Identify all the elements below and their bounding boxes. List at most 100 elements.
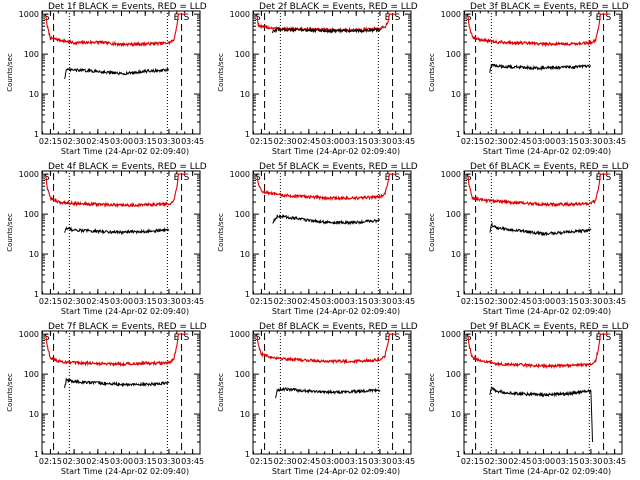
y-tick-label: 10 (451, 250, 461, 259)
y-tick-label: 1 (245, 130, 250, 139)
y-tick-label: 10 (29, 90, 39, 99)
chart-title: Det 1f BLACK = Events, RED = LLD (48, 2, 207, 12)
y-tick-label: 1 (34, 290, 39, 299)
marker-s-label: S (184, 333, 190, 343)
marker-s-label: S (606, 13, 612, 23)
y-tick-label: 1000 (19, 10, 39, 19)
lld-series-line (467, 173, 607, 208)
y-tick-label: 10 (240, 90, 250, 99)
chart-panel-9: Det 9f BLACK = Events, RED = LLD Counts/s… (428, 322, 629, 476)
marker-s-label: S (255, 13, 261, 23)
x-axis-label: Start Time (24-Apr-02 02:09:40) (272, 307, 400, 316)
y-tick-label: 1000 (441, 170, 461, 179)
y-axis-label: Counts/sec (428, 373, 436, 412)
x-tick-label: 03:45 (392, 137, 415, 146)
chart-panel-2: Det 2f BLACK = Events, RED = LLD Counts/s… (217, 2, 418, 156)
chart-panel-8: Det 8f BLACK = Events, RED = LLD Counts/s… (217, 322, 418, 476)
y-axis-label: Counts/sec (6, 373, 14, 412)
chart-panel-7: Det 7f BLACK = Events, RED = LLD Counts/s… (6, 322, 207, 476)
y-tick-label: 100 (24, 370, 39, 379)
events-series-line (64, 377, 170, 389)
x-tick-label: 02:30 (274, 137, 297, 146)
x-tick-label: 02:45 (508, 137, 531, 146)
x-tick-label: 03:15 (134, 137, 157, 146)
y-tick-label: 1000 (441, 10, 461, 19)
y-tick-label: 10 (451, 90, 461, 99)
x-tick-label: 02:45 (297, 457, 320, 466)
events-series-line (64, 67, 169, 80)
lld-series-line (467, 333, 607, 370)
y-tick-label: 100 (446, 210, 461, 219)
x-tick-label: 02:45 (86, 297, 109, 306)
events-series-line (489, 386, 593, 443)
x-tick-label: 02:15 (250, 297, 273, 306)
marker-e-label: E (596, 173, 602, 183)
marker-s-label: S (606, 173, 612, 183)
events-series-line (275, 386, 381, 399)
lld-series-line (45, 333, 185, 368)
y-tick-label: 1000 (441, 330, 461, 339)
y-tick-label: 1 (245, 450, 250, 459)
chart-title: Det 5f BLACK = Events, RED = LLD (259, 162, 418, 172)
marker-s-label: S (255, 173, 261, 183)
x-tick-label: 03:15 (345, 297, 368, 306)
x-tick-label: 02:15 (39, 457, 62, 466)
x-tick-label: 03:30 (368, 297, 391, 306)
marker-s-label: S (395, 13, 401, 23)
chart-title: Det 6f BLACK = Events, RED = LLD (470, 162, 629, 172)
x-tick-label: 03:15 (134, 457, 157, 466)
plot-frame (41, 10, 201, 135)
y-axis-label: Counts/sec (217, 373, 225, 412)
x-axis-label: Start Time (24-Apr-02 02:09:40) (61, 307, 189, 316)
marker-s-label: S (44, 13, 50, 23)
events-series-line (272, 27, 381, 34)
chart-panel-1: Det 1f BLACK = Events, RED = LLD Counts/s… (6, 2, 207, 156)
marker-s-label: S (184, 173, 190, 183)
x-tick-label: 03:30 (157, 137, 180, 146)
marker-e-label: E (385, 333, 391, 343)
chart-title: Det 2f BLACK = Events, RED = LLD (259, 2, 418, 12)
y-tick-label: 10 (29, 410, 39, 419)
marker-s-label: S (184, 13, 190, 23)
events-series-line (489, 63, 592, 73)
marker-s-label: S (395, 333, 401, 343)
x-tick-label: 02:15 (250, 137, 273, 146)
x-tick-label: 03:45 (392, 457, 415, 466)
chart-panel-3: Det 3f BLACK = Events, RED = LLD Counts/s… (428, 2, 629, 156)
marker-s-label: S (44, 333, 50, 343)
plot-frame (463, 170, 623, 295)
chart-title: Det 8f BLACK = Events, RED = LLD (259, 322, 418, 332)
marker-e-label: E (596, 13, 602, 23)
marker-s-label: S (395, 173, 401, 183)
y-tick-label: 100 (235, 210, 250, 219)
x-tick-label: 02:30 (274, 457, 297, 466)
x-tick-label: 03:45 (181, 297, 204, 306)
marker-e-label: E (596, 333, 602, 343)
x-tick-label: 03:15 (556, 137, 579, 146)
x-tick-label: 03:30 (157, 457, 180, 466)
marker-s-label: S (606, 333, 612, 343)
y-tick-label: 1 (456, 290, 461, 299)
x-tick-label: 02:30 (274, 297, 297, 306)
x-tick-label: 03:15 (556, 297, 579, 306)
y-axis-label: Counts/sec (428, 213, 436, 252)
events-series-line (64, 226, 170, 236)
marker-s-label: S (44, 173, 50, 183)
x-tick-label: 03:45 (603, 137, 626, 146)
x-tick-label: 03:45 (392, 297, 415, 306)
x-tick-label: 02:15 (461, 297, 484, 306)
plot-frame (41, 170, 201, 295)
y-tick-label: 10 (240, 410, 250, 419)
chart-title: Det 3f BLACK = Events, RED = LLD (470, 2, 629, 12)
x-tick-label: 03:00 (321, 297, 344, 306)
x-tick-label: 02:45 (508, 457, 531, 466)
y-tick-label: 1 (34, 130, 39, 139)
x-tick-label: 02:45 (86, 457, 109, 466)
x-axis-label: Start Time (24-Apr-02 02:09:40) (61, 467, 189, 476)
lld-series-line (45, 13, 185, 48)
x-tick-label: 02:15 (39, 137, 62, 146)
x-tick-label: 03:45 (181, 457, 204, 466)
y-tick-label: 1000 (230, 330, 250, 339)
x-tick-label: 02:45 (297, 297, 320, 306)
